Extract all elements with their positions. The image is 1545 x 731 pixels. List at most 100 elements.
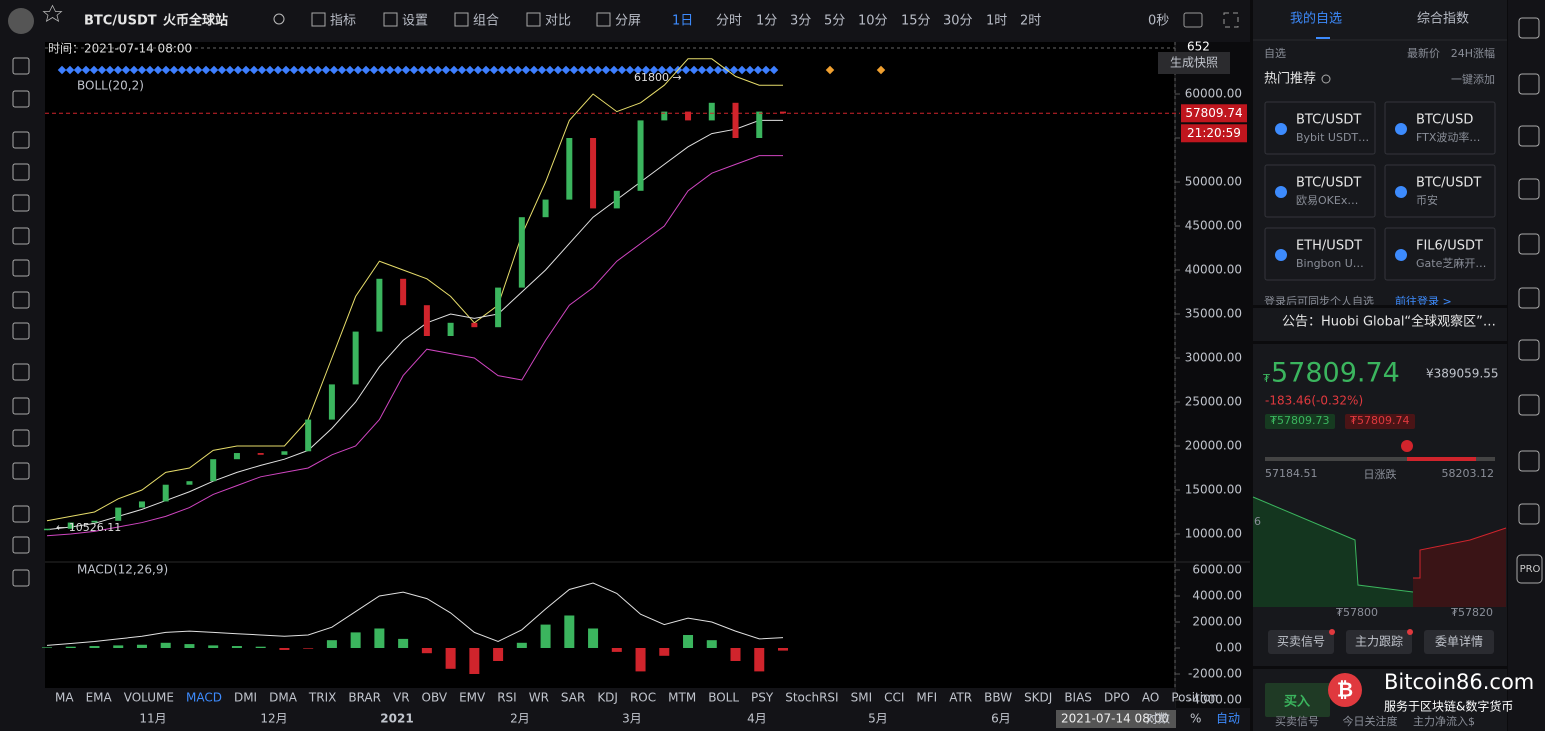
side-icon[interactable] xyxy=(1518,339,1540,361)
interval[interactable]: 分时 xyxy=(716,14,742,29)
interval[interactable]: 2时 xyxy=(1020,14,1041,29)
tool-icon[interactable] xyxy=(596,12,611,27)
indicator-tab[interactable]: VOLUME xyxy=(124,691,174,705)
side-icon[interactable] xyxy=(1518,287,1540,309)
percent-toggle[interactable]: % xyxy=(1190,712,1201,726)
indicator-tab[interactable]: StochRSI xyxy=(785,691,838,705)
indicator-tab[interactable]: ATR xyxy=(949,691,972,705)
buy[interactable]: 买入 xyxy=(1284,695,1310,710)
indicator-tab[interactable]: BBW xyxy=(984,691,1012,705)
side-icon[interactable] xyxy=(1518,450,1540,472)
interval[interactable]: 10分 xyxy=(858,14,888,29)
card[interactable] xyxy=(1264,164,1376,218)
indicator-tab[interactable]: SKDJ xyxy=(1024,691,1052,705)
tool-icon[interactable] xyxy=(311,12,326,27)
indicator-tab[interactable]: CCI xyxy=(884,691,904,705)
log-toggle[interactable]: 对数 xyxy=(1146,711,1170,726)
refresh-icon[interactable] xyxy=(1321,74,1331,84)
tool-icon[interactable] xyxy=(12,57,30,75)
notice[interactable]: 公告：Huobi Global“全球观察区”… xyxy=(1282,314,1496,330)
tool-icon[interactable] xyxy=(383,12,398,27)
tool-button[interactable]: 对比 xyxy=(545,14,571,29)
tool-icon[interactable] xyxy=(12,163,30,181)
side-icon[interactable] xyxy=(1518,17,1540,39)
indicator-tab[interactable]: DMI xyxy=(234,691,257,705)
buy-button[interactable] xyxy=(1265,683,1330,717)
indicator-tab[interactable]: MACD xyxy=(186,691,222,705)
indicator-tab[interactable]: WR xyxy=(529,691,549,705)
indicator-tab[interactable]: SAR xyxy=(561,691,585,705)
pro-label[interactable]: PRO xyxy=(1520,564,1541,575)
tool-icon[interactable] xyxy=(12,259,30,277)
fullscreen-icon[interactable] xyxy=(1223,12,1239,28)
indicator-tab[interactable]: EMA xyxy=(86,691,113,705)
tool-icon[interactable] xyxy=(12,194,30,212)
card[interactable] xyxy=(1264,227,1376,281)
indicator-tab[interactable]: DMA xyxy=(269,691,298,705)
indicator-tab[interactable]: EMV xyxy=(459,691,486,705)
camera-icon[interactable] xyxy=(1183,12,1203,28)
card[interactable] xyxy=(1264,101,1376,155)
tool-icon[interactable] xyxy=(12,569,30,587)
indicator-tab[interactable]: DPO xyxy=(1104,691,1130,705)
indicator-tab[interactable]: TRIX xyxy=(308,691,336,705)
card[interactable] xyxy=(1384,101,1496,155)
tool-icon[interactable] xyxy=(12,90,30,108)
snapshot-button[interactable] xyxy=(1158,52,1230,74)
star-icon[interactable] xyxy=(42,4,63,23)
tool-button[interactable]: 设置 xyxy=(402,14,428,29)
action-button[interactable] xyxy=(1424,630,1494,654)
action-button[interactable] xyxy=(1268,630,1334,654)
tool-icon[interactable] xyxy=(12,363,30,381)
interval[interactable]: 1时 xyxy=(986,14,1007,29)
add-all[interactable]: 一键添加 xyxy=(1451,72,1495,86)
tool-icon[interactable] xyxy=(12,397,30,415)
card[interactable] xyxy=(1384,227,1496,281)
indicator-tab[interactable]: MA xyxy=(55,691,74,705)
indicator-tab[interactable]: SMI xyxy=(851,691,873,705)
side-icon[interactable] xyxy=(1516,554,1543,584)
tool-icon[interactable] xyxy=(526,12,541,27)
interval[interactable]: 1日 xyxy=(672,14,693,29)
indicator-tab[interactable]: PSY xyxy=(751,691,774,705)
indicator-tab[interactable]: AO xyxy=(1142,691,1159,705)
indicator-tab[interactable]: RSI xyxy=(497,691,517,705)
search-icon[interactable] xyxy=(273,13,285,25)
side-icon[interactable] xyxy=(1518,73,1540,95)
side-icon[interactable] xyxy=(1518,503,1540,525)
tool-icon[interactable] xyxy=(12,131,30,149)
tool-icon[interactable] xyxy=(12,462,30,480)
indicator-tab[interactable]: BIAS xyxy=(1064,691,1092,705)
tool-icon[interactable] xyxy=(12,227,30,245)
interval[interactable]: 15分 xyxy=(901,14,931,29)
tool-button[interactable]: 组合 xyxy=(473,14,499,29)
side-icon[interactable] xyxy=(1518,125,1540,147)
interval[interactable]: 3分 xyxy=(790,14,811,29)
indicator-tab[interactable]: ROC xyxy=(630,691,656,705)
indicator-tab[interactable]: MTM xyxy=(668,691,696,705)
tool-icon[interactable] xyxy=(12,322,30,340)
tool-button[interactable]: 指标 xyxy=(330,14,356,29)
snapshot[interactable]: 生成快照 xyxy=(1170,56,1218,70)
side-icon[interactable] xyxy=(1518,233,1540,255)
login-link[interactable]: 前往登录 > xyxy=(1395,294,1452,308)
indicator-tab[interactable]: OBV xyxy=(422,691,448,705)
tool-icon[interactable] xyxy=(12,291,30,309)
side-icon[interactable] xyxy=(1518,394,1540,416)
action-button[interactable] xyxy=(1346,630,1412,654)
indicator-tab[interactable]: Position xyxy=(1171,691,1218,705)
tool-button[interactable]: 分屏 xyxy=(615,14,641,29)
side-icon[interactable] xyxy=(1518,178,1540,200)
tool-icon[interactable] xyxy=(12,429,30,447)
tool-icon[interactable] xyxy=(454,12,469,27)
interval[interactable]: 30分 xyxy=(943,14,973,29)
card[interactable] xyxy=(1384,164,1496,218)
panel-tab[interactable]: 综合指数 xyxy=(1417,12,1469,27)
indicator-tab[interactable]: MFI xyxy=(916,691,937,705)
indicator-tab[interactable]: KDJ xyxy=(597,691,618,705)
action-label[interactable]: 主力跟踪 xyxy=(1355,635,1403,649)
indicator-tab[interactable]: BRAR xyxy=(348,691,381,705)
panel-tab[interactable]: 我的自选 xyxy=(1290,11,1342,27)
tool-icon[interactable] xyxy=(12,536,30,554)
interval[interactable]: 1分 xyxy=(756,14,777,29)
